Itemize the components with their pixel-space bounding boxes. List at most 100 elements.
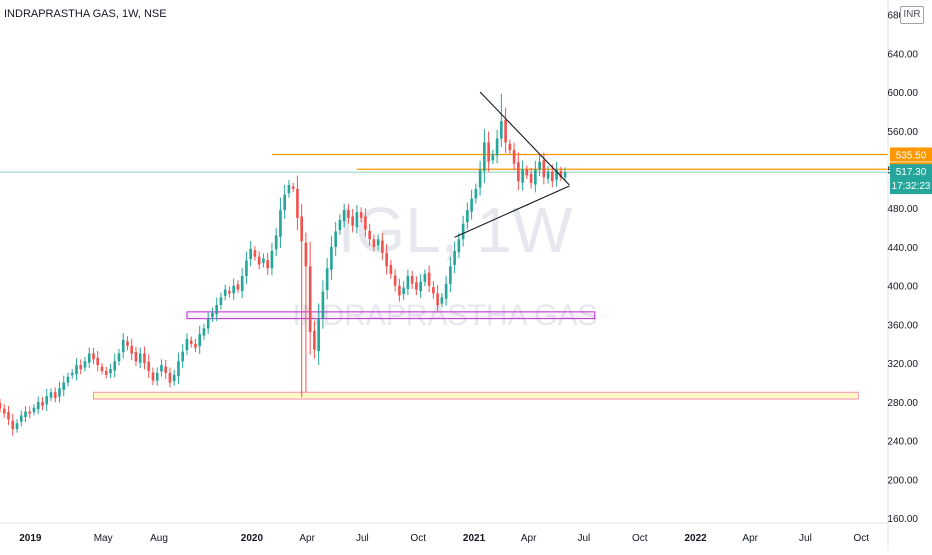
candle-body [364, 216, 367, 230]
candle-body [538, 161, 541, 170]
candle [36, 396, 40, 415]
candle [495, 129, 499, 164]
candle-body [206, 318, 210, 329]
candle [130, 338, 134, 360]
candle [262, 253, 265, 268]
candle-body [359, 212, 363, 218]
candle-body [508, 143, 512, 151]
candle-body [504, 119, 507, 143]
candle [177, 352, 180, 385]
last-price-label: 517.30 [896, 167, 927, 178]
candle [2, 404, 6, 418]
candle [109, 363, 112, 379]
candle-body [342, 210, 346, 222]
triangle-trendline-2 [454, 185, 570, 238]
candle-body [109, 369, 112, 374]
candle-body [70, 372, 74, 376]
candle [393, 269, 397, 292]
candle [551, 164, 554, 188]
candle [45, 388, 49, 411]
price-tick-label: 440.00 [887, 243, 918, 254]
candle-body [393, 275, 397, 286]
candle [478, 160, 482, 196]
time-tick-label: Oct [854, 533, 870, 544]
candle [334, 221, 337, 256]
candle [15, 419, 19, 433]
candle-body [75, 365, 78, 375]
candle [359, 207, 363, 223]
candle-body [232, 285, 236, 294]
candle-body [330, 246, 333, 270]
currency-badge[interactable]: INR [900, 6, 924, 24]
candle-body [376, 239, 380, 246]
candle-body [11, 420, 15, 430]
candle [432, 281, 435, 299]
candle-body [559, 170, 563, 178]
candle [398, 278, 401, 302]
time-tick-label: Apr [521, 533, 537, 544]
candle [70, 369, 74, 379]
candle-body [160, 365, 163, 372]
candle [181, 343, 185, 369]
candle-body [500, 121, 503, 139]
candle-body [138, 353, 142, 363]
candle [389, 259, 393, 279]
candle [253, 246, 257, 261]
candle-body [223, 289, 227, 296]
candle [211, 307, 214, 322]
candle-body [181, 351, 185, 362]
candle-body [240, 276, 244, 292]
candle-body [49, 392, 53, 398]
candle [325, 258, 329, 300]
candle [351, 208, 354, 233]
candle-body [164, 366, 168, 373]
price-tick-label: 360.00 [887, 320, 918, 331]
candle-body [372, 239, 376, 247]
candle-body [563, 172, 567, 178]
time-tick-label: 2019 [19, 533, 42, 544]
candle-body [427, 272, 431, 286]
candle-body [92, 353, 95, 360]
candles [0, 93, 567, 436]
candle [491, 149, 495, 165]
candle-body [355, 212, 359, 228]
candle [330, 235, 333, 280]
candle [296, 175, 299, 231]
candle [376, 234, 380, 251]
candle-body [177, 361, 180, 377]
candle-body [432, 287, 435, 294]
candle-body [104, 370, 108, 375]
candle [342, 203, 346, 228]
candle [41, 396, 44, 411]
candle [270, 242, 274, 276]
candle-body [308, 266, 312, 333]
time-tick-label: Aug [150, 533, 168, 544]
candle-body [449, 266, 452, 284]
candle [368, 223, 371, 246]
bar-countdown-label: 17:32:23 [892, 181, 931, 192]
candle [538, 154, 541, 176]
candle-body [198, 334, 202, 347]
candle-body [444, 283, 448, 299]
candle-body [189, 340, 193, 344]
candle [92, 347, 95, 365]
candle [164, 359, 168, 379]
candle [215, 297, 219, 322]
time-axis[interactable]: 2019 May Aug 2020 Apr Jul Oct 2021 Apr Jul Oct 2022… [19, 533, 869, 544]
candle [559, 166, 563, 182]
chart-title: INDRAPRASTHA GAS, 1W, NSE [4, 8, 167, 20]
price-tick-label: 560.00 [887, 127, 918, 138]
candle-body [79, 365, 83, 370]
candle-body [236, 284, 240, 290]
candle-body [83, 361, 87, 368]
candle [304, 232, 308, 393]
candle [406, 269, 410, 295]
candle [126, 336, 129, 351]
support-zones [92, 311, 859, 400]
candle-body [211, 312, 214, 318]
candle-body [440, 297, 444, 304]
candle-body [134, 352, 138, 362]
candle [194, 338, 197, 353]
